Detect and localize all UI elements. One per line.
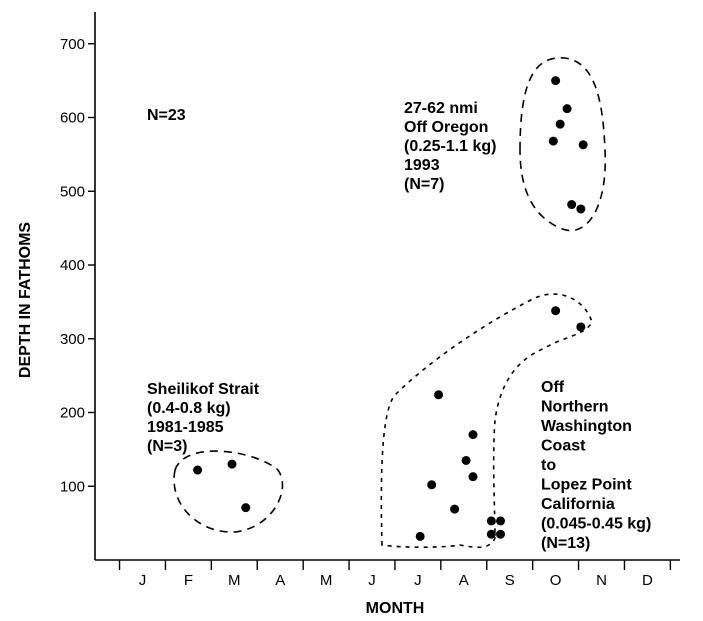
data-point xyxy=(227,459,237,469)
x-tick-label: A xyxy=(459,572,469,589)
data-point xyxy=(551,306,561,316)
data-point xyxy=(496,529,506,539)
x-tick-label: J xyxy=(368,572,376,589)
data-point xyxy=(486,516,496,526)
data-point xyxy=(496,516,506,526)
data-points xyxy=(193,76,588,541)
data-point xyxy=(548,136,558,146)
data-point xyxy=(434,390,444,400)
x-tick-label: N xyxy=(596,572,607,589)
y-tick-label: 500 xyxy=(60,183,85,200)
label-line: (0.4-0.8 kg) xyxy=(147,400,231,417)
x-tick-label: M xyxy=(320,572,333,589)
y-axis-title: DEPTH IN FATHOMS xyxy=(17,222,34,378)
sheilikof-label: Sheilikof Strait (0.4-0.8 kg) 1981-1985 (N=… xyxy=(147,381,260,455)
data-point xyxy=(193,465,203,475)
label-line: (N=3) xyxy=(147,438,187,455)
label-line: Northern xyxy=(541,399,609,416)
x-tick-label: J xyxy=(139,572,147,589)
data-point xyxy=(576,204,586,214)
label-line: (0.045-0.45 kg) xyxy=(541,516,651,533)
label-line: Lopez Point xyxy=(541,477,632,494)
x-axis-title: MONTH xyxy=(366,600,425,617)
data-point xyxy=(468,472,478,482)
label-line: Off Oregon xyxy=(404,119,488,136)
data-point xyxy=(241,503,251,513)
label-line: (N=13) xyxy=(541,535,590,552)
label-line: 27-62 nmi xyxy=(404,100,478,117)
label-line: Off xyxy=(541,379,565,396)
data-point xyxy=(551,76,561,86)
label-line: California xyxy=(541,496,615,513)
data-point xyxy=(567,200,577,210)
sample-size-note: N=23 xyxy=(147,107,186,124)
label-line: (N=7) xyxy=(404,176,444,193)
group-annotations: Sheilikof Strait (0.4-0.8 kg) 1981-1985 (N=… xyxy=(147,100,651,552)
label-line: 1981-1985 xyxy=(147,419,224,436)
label-line: 1993 xyxy=(404,157,440,174)
data-point xyxy=(562,104,572,114)
data-point xyxy=(555,119,565,129)
x-tick-label: F xyxy=(184,572,193,589)
label-line: (0.25-1.1 kg) xyxy=(404,138,496,155)
label-line: to xyxy=(541,457,556,474)
x-tick-label: O xyxy=(550,572,562,589)
chart-axes xyxy=(94,12,680,561)
oregon-label: 27-62 nmi Off Oregon (0.25-1.1 kg) 1993 (N=7… xyxy=(404,100,496,193)
label-line: Sheilikof Strait xyxy=(147,381,260,398)
y-tick-label: 200 xyxy=(60,405,85,422)
y-axis-ticks: 100 200 300 400 500 600 700 xyxy=(60,36,95,495)
x-tick-label: S xyxy=(505,572,515,589)
y-tick-label: 400 xyxy=(60,257,85,274)
y-tick-label: 600 xyxy=(60,110,85,127)
label-line: Coast xyxy=(541,438,586,455)
group-enclosures xyxy=(173,57,607,549)
y-tick-label: 300 xyxy=(60,331,85,348)
x-tick-label: D xyxy=(642,572,653,589)
x-tick-label: J xyxy=(414,572,422,589)
washington-california-enclosure xyxy=(380,293,593,549)
data-point xyxy=(578,140,588,150)
data-point xyxy=(450,504,460,514)
x-tick-label: M xyxy=(228,572,241,589)
data-point xyxy=(427,480,437,490)
washington-california-label: Off Northern Washington Coast to Lopez Point C… xyxy=(541,379,651,552)
data-point xyxy=(468,430,478,440)
y-tick-label: 700 xyxy=(60,36,85,53)
x-tick-label: A xyxy=(275,572,285,589)
data-point xyxy=(576,322,586,332)
data-point xyxy=(461,455,471,465)
data-point xyxy=(415,531,425,541)
oregon-enclosure xyxy=(519,57,607,232)
data-point xyxy=(486,529,496,539)
label-line: Washington xyxy=(541,418,632,435)
y-tick-label: 100 xyxy=(60,478,85,495)
